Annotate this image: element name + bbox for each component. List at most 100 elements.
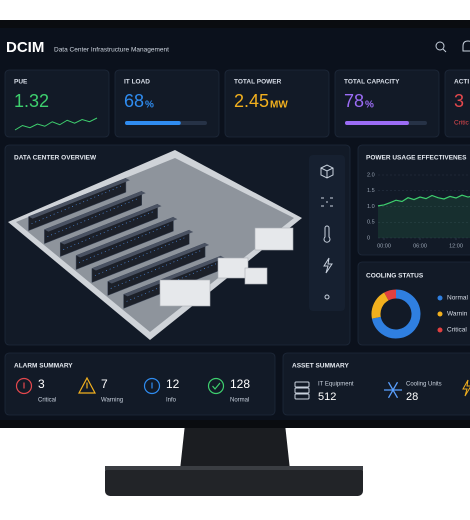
legend-dot	[437, 295, 443, 301]
tool-temperature[interactable]	[323, 225, 331, 243]
rack-row-top	[76, 217, 178, 258]
y-tick-label: 1.0	[367, 204, 375, 210]
monitor-base	[105, 466, 363, 496]
tool-power[interactable]	[323, 257, 333, 274]
y-tick-label: 0	[367, 235, 370, 241]
kpi-card	[114, 69, 220, 138]
kpi-unit: %	[145, 100, 154, 111]
y-tick-label: 0.5	[367, 220, 375, 226]
sparkline	[14, 117, 98, 131]
kpi-value: 3	[454, 91, 464, 111]
alarm-count: 7	[101, 377, 108, 391]
app-title: DCIM	[6, 39, 44, 56]
alarm-icon	[78, 376, 96, 394]
alarm-label: Warning	[101, 398, 123, 404]
kpi-value: 78	[344, 91, 364, 111]
alarm-icon	[15, 377, 33, 395]
legend-dot	[437, 311, 443, 317]
app-subtitle: Data Center Infrastructure Management	[54, 47, 169, 54]
legend-label: Normal	[447, 295, 469, 302]
alarm-icon	[143, 377, 161, 395]
rack-light	[110, 249, 203, 289]
asset-icon-power	[462, 379, 470, 397]
donut-segment	[371, 292, 389, 319]
alarm-count: 3	[38, 377, 45, 391]
equipment	[217, 257, 249, 279]
monitor-neck	[180, 424, 290, 470]
alarm-icon-check	[212, 382, 221, 390]
pue-area	[378, 195, 470, 238]
kpi-card	[334, 69, 440, 138]
kpi-value: 1.32	[14, 91, 49, 111]
tool-column	[309, 155, 345, 311]
asset-panel	[282, 352, 470, 416]
rack-row-top	[28, 178, 130, 219]
asset-count: 512	[318, 391, 336, 403]
overview-title: DATA CENTER OVERVIEW	[14, 155, 97, 162]
kpi-label: PUE	[14, 79, 28, 86]
asset-icon	[387, 381, 399, 399]
equipment	[159, 279, 211, 307]
kpi-label: IT LOAD	[124, 79, 150, 86]
legend-label: Critical	[447, 327, 467, 334]
kpi-unit: MW	[270, 100, 288, 111]
y-tick-label: 2.0	[367, 172, 375, 178]
rack-light	[31, 184, 124, 224]
asset-count: 28	[406, 391, 418, 403]
alarm-title: ALARM SUMMARY	[14, 363, 73, 370]
kpi-label: TOTAL CAPACITY	[344, 79, 400, 86]
progress-bar	[345, 121, 409, 125]
equipment	[254, 227, 294, 251]
notifications-button[interactable]	[462, 40, 470, 52]
rack-row-top	[60, 204, 162, 245]
alarm-label: Normal	[230, 398, 249, 404]
x-tick-label: 00:00	[377, 243, 391, 249]
asset-label: Cooling Units	[406, 382, 442, 388]
view-tools	[309, 155, 345, 311]
rack-light	[78, 223, 171, 263]
tool-3d[interactable]	[320, 164, 334, 179]
rack-light	[47, 197, 139, 237]
equipment	[244, 267, 268, 285]
pue-title: POWER USAGE EFFECTIVENES	[366, 155, 467, 162]
kpi-value: 2.45	[234, 91, 269, 111]
rack-light	[126, 262, 219, 302]
rack-light	[63, 210, 155, 250]
alarm-label: Info	[166, 398, 177, 404]
asset-label: IT Equipment	[318, 382, 354, 388]
kpi-sublabel: Critic	[454, 120, 470, 127]
search-button[interactable]	[435, 41, 447, 53]
data-center-render	[8, 150, 302, 340]
kpi-value: 68	[124, 91, 144, 111]
donut-segment	[371, 289, 421, 339]
alarm-count: 128	[230, 377, 250, 391]
rack-row-top	[123, 255, 225, 297]
alarm-label: Critical	[38, 398, 56, 404]
asset-icon	[294, 381, 310, 388]
legend-label: Warnin	[447, 311, 468, 318]
asset-title: ASSET SUMMARY	[292, 363, 349, 370]
pue-line	[377, 194, 470, 207]
legend-dot	[437, 327, 443, 333]
tool-network[interactable]	[321, 197, 333, 207]
asset-icon	[294, 387, 310, 394]
asset-icon	[294, 393, 310, 400]
cooling-title: COOLING STATUS	[366, 273, 424, 280]
x-tick-label: 12:00	[449, 243, 463, 249]
x-tick-label: 06:00	[413, 243, 427, 249]
rack-row-top	[107, 243, 210, 284]
monitor-base-edge	[105, 466, 363, 470]
y-tick-label: 1.5	[367, 188, 375, 194]
rack-row-top	[91, 230, 194, 271]
progress-bar	[125, 121, 181, 125]
alarm-panel	[4, 352, 276, 416]
kpi-label: TOTAL POWER	[234, 79, 282, 86]
kpi-unit: %	[365, 100, 374, 111]
donut-segment	[384, 289, 397, 301]
rack-row-top	[44, 191, 146, 232]
kpi-label: ACTI	[454, 79, 469, 86]
tool-cooling[interactable]	[324, 294, 330, 300]
kpi-card	[444, 69, 470, 138]
